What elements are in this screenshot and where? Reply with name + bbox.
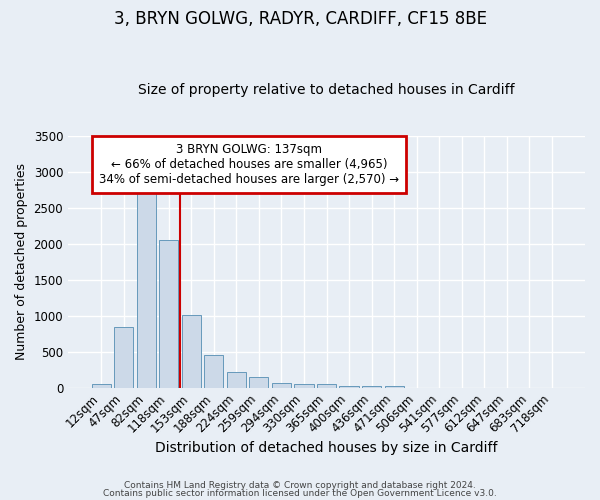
Bar bbox=[204, 356, 223, 388]
Bar bbox=[182, 315, 201, 388]
Bar bbox=[385, 386, 404, 388]
X-axis label: Distribution of detached houses by size in Cardiff: Distribution of detached houses by size … bbox=[155, 441, 498, 455]
Bar bbox=[114, 326, 133, 388]
Bar bbox=[227, 372, 246, 388]
Bar bbox=[362, 386, 381, 388]
Text: Contains HM Land Registry data © Crown copyright and database right 2024.: Contains HM Land Registry data © Crown c… bbox=[124, 481, 476, 490]
Text: 3 BRYN GOLWG: 137sqm
← 66% of detached houses are smaller (4,965)
34% of semi-de: 3 BRYN GOLWG: 137sqm ← 66% of detached h… bbox=[99, 143, 399, 186]
Y-axis label: Number of detached properties: Number of detached properties bbox=[15, 163, 28, 360]
Text: 3, BRYN GOLWG, RADYR, CARDIFF, CF15 8BE: 3, BRYN GOLWG, RADYR, CARDIFF, CF15 8BE bbox=[113, 10, 487, 28]
Bar bbox=[159, 240, 178, 388]
Bar bbox=[317, 384, 336, 388]
Bar bbox=[92, 384, 110, 388]
Text: Contains public sector information licensed under the Open Government Licence v3: Contains public sector information licen… bbox=[103, 488, 497, 498]
Title: Size of property relative to detached houses in Cardiff: Size of property relative to detached ho… bbox=[138, 83, 515, 97]
Bar bbox=[272, 384, 291, 388]
Bar bbox=[250, 378, 268, 388]
Bar bbox=[340, 386, 359, 388]
Bar bbox=[137, 194, 156, 388]
Bar bbox=[295, 384, 314, 388]
